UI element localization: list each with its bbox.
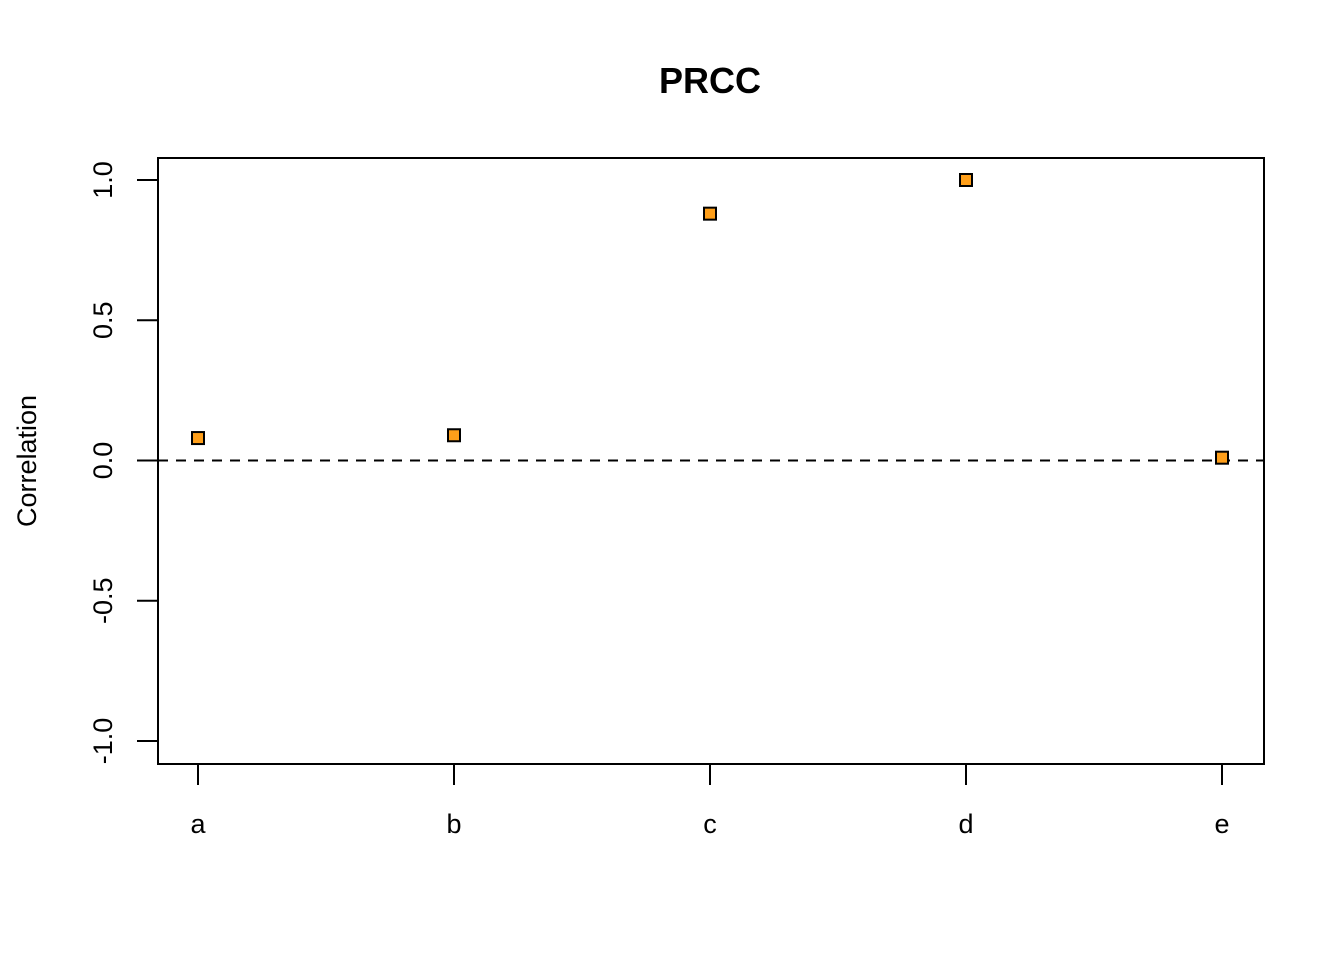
x-tick-label: d bbox=[958, 809, 973, 839]
data-point-e bbox=[1215, 450, 1229, 465]
x-tick-label: a bbox=[190, 809, 206, 839]
y-axis: -1.0 -0.5 0.0 0.5 1.0 bbox=[88, 161, 159, 765]
y-axis-title: Correlation bbox=[12, 395, 42, 527]
x-tick-label: c bbox=[703, 809, 717, 839]
x-tick-label: e bbox=[1214, 809, 1229, 839]
y-tick-label: 1.0 bbox=[88, 161, 118, 199]
y-tick-label: -0.5 bbox=[88, 577, 118, 624]
chart-title: PRCC bbox=[659, 60, 761, 101]
y-tick-label: 0.5 bbox=[88, 301, 118, 339]
y-tick-label: -1.0 bbox=[88, 718, 118, 765]
data-point-a bbox=[191, 431, 205, 446]
x-axis: a b c d e bbox=[190, 763, 1230, 839]
data-point-d bbox=[959, 173, 973, 187]
data-point-b bbox=[447, 428, 461, 443]
y-tick-label: 0.0 bbox=[88, 442, 118, 480]
x-tick-label: b bbox=[446, 809, 461, 839]
data-point-c bbox=[703, 206, 717, 221]
data-points bbox=[191, 173, 1229, 465]
